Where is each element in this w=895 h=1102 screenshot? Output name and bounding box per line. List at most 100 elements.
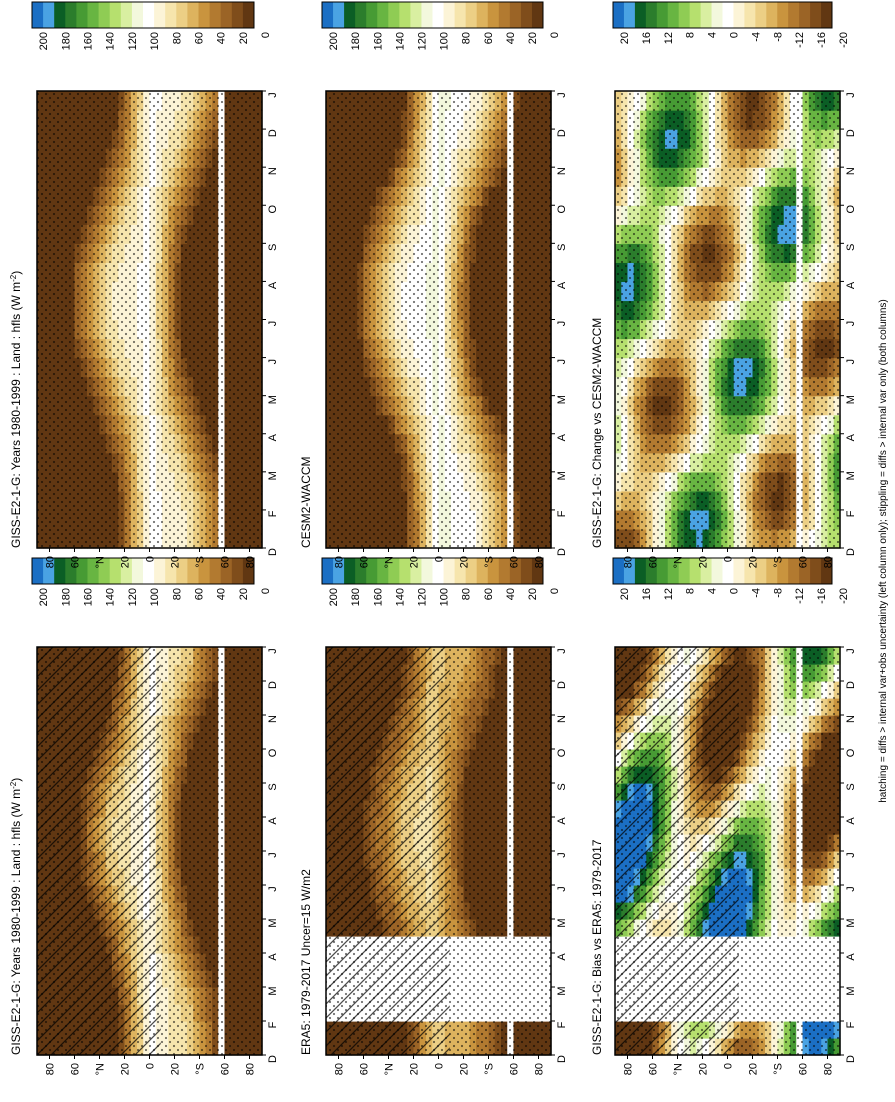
month-tick-label: J [556,92,568,98]
month-tick-label: J [556,648,568,654]
colorbar-label: 20 [619,588,631,600]
colorbar-swatch [821,558,833,584]
colorbar-swatch [333,558,345,584]
month-tick-label: O [556,748,568,757]
colorbar-swatch [656,558,669,584]
colorbar-swatch [165,558,177,584]
colorbar-swatch [220,558,233,584]
lat-tick-label: 60 [220,1063,232,1075]
month-tick-label: J [267,852,279,858]
colorbar-swatch [355,2,367,28]
panel-top-right: 80 60 °N 20 0 20 °S 60 80DFMAMJJASONDJGISS-E2-1-… [9,1,279,568]
month-tick-label: M [556,918,568,927]
title-superscript: -2 [9,781,18,789]
colorbar-label: 140 [394,588,406,606]
colorbar-swatch [43,558,55,584]
lat-tick-label: 20 [170,556,182,568]
colorbar-swatch [443,558,456,584]
hatching-overlay [615,647,739,1055]
colorbar-swatch [98,558,111,584]
colorbar-swatch [120,558,133,584]
month-tick-label: D [267,129,279,137]
month-tick-label: D [267,1055,279,1063]
panel-bottom-right: 80 60 °N 20 0 20 °S 60 80DFMAMJJASONDJGISS-E2-1-… [590,1,857,568]
colorbar-swatch [98,2,111,28]
colorbar-swatch [377,2,389,28]
colorbar-swatch [131,558,144,584]
colorbar-swatch [143,2,155,28]
title-superscript: -2 [9,274,18,282]
month-tick-label: J [267,648,279,654]
hatching-overlay [326,647,450,1055]
colorbar-label: 100 [439,588,451,606]
colorbar-swatch [799,558,811,584]
colorbar-label: -4 [750,588,762,598]
lat-tick-label: °S [773,1063,785,1075]
month-tick-label: A [556,433,568,441]
month-tick-label: F [845,1021,857,1028]
colorbar-label: 16 [641,588,653,600]
month-tick-label: D [845,681,857,689]
colorbar-label: 20 [527,588,539,600]
colorbar-label: 60 [194,32,206,44]
colorbar-swatch [366,558,378,584]
colorbar-swatch [777,558,789,584]
colorbar-swatch [322,558,334,584]
colorbar-swatch [531,558,544,584]
lat-tick-label: 80 [245,556,257,568]
colorbar-swatch [109,558,122,584]
month-tick-label: O [556,205,568,214]
colorbar-swatch [476,558,489,584]
lat-tick-label: 20 [409,556,421,568]
colorbar-swatch [322,2,334,28]
colorbar-label: 200 [328,32,340,50]
month-tick-label: S [267,244,279,251]
colorbar-swatch [421,558,433,584]
colorbar-label: 20 [238,588,250,600]
colorbar-frame [31,1,255,29]
colorbar-swatch [388,2,400,28]
lat-tick-label: 60 [648,1063,660,1075]
lat-tick-label: °S [195,1063,207,1075]
lat-tick-label: 20 [120,1063,132,1075]
colorbar-swatch [231,558,244,584]
month-tick-label: N [556,715,568,723]
lat-tick-label: 60 [359,1063,371,1075]
colorbar-swatch [454,2,467,28]
month-tick-label: M [556,471,568,480]
colorbar-swatch [399,2,411,28]
month-tick-label: M [845,918,857,927]
colorbar-label: 0 [549,588,561,594]
colorbar-label: 140 [105,588,117,606]
colorbar-label: 12 [663,588,675,600]
colorbar-swatch [498,2,511,28]
colorbar-label: 80 [461,588,473,600]
lat-tick-label: 60 [509,1063,521,1075]
colorbar-label: 160 [372,588,384,606]
colorbar-swatch [755,558,767,584]
colorbar-label: 140 [105,32,117,50]
month-tick-label: A [267,433,279,441]
colorbar-label: 40 [505,588,517,600]
month-tick-label: J [556,886,568,892]
colorbar-swatch [487,2,500,28]
colorbar-swatch [65,558,77,584]
panel-title: ERA5: 1979-2017 Uncer=15 W/m2 [299,869,313,1055]
month-tick-label: M [845,986,857,995]
month-tick-label: O [845,748,857,757]
colorbar-swatch [498,558,511,584]
colorbar-label: 160 [372,32,384,50]
colorbar-label: 120 [416,588,428,606]
month-tick-label: D [556,129,568,137]
colorbar-label: 160 [83,32,95,50]
colorbar-frame [321,557,544,585]
colorbar-swatch [198,558,211,584]
colorbar-label: 20 [527,32,539,44]
lat-tick-label: 0 [145,1063,157,1069]
colorbar-swatch [242,2,255,28]
lat-tick-label: 80 [534,556,546,568]
colorbar-swatch [231,2,244,28]
month-tick-label: M [556,986,568,995]
colorbar-swatch [154,558,166,584]
